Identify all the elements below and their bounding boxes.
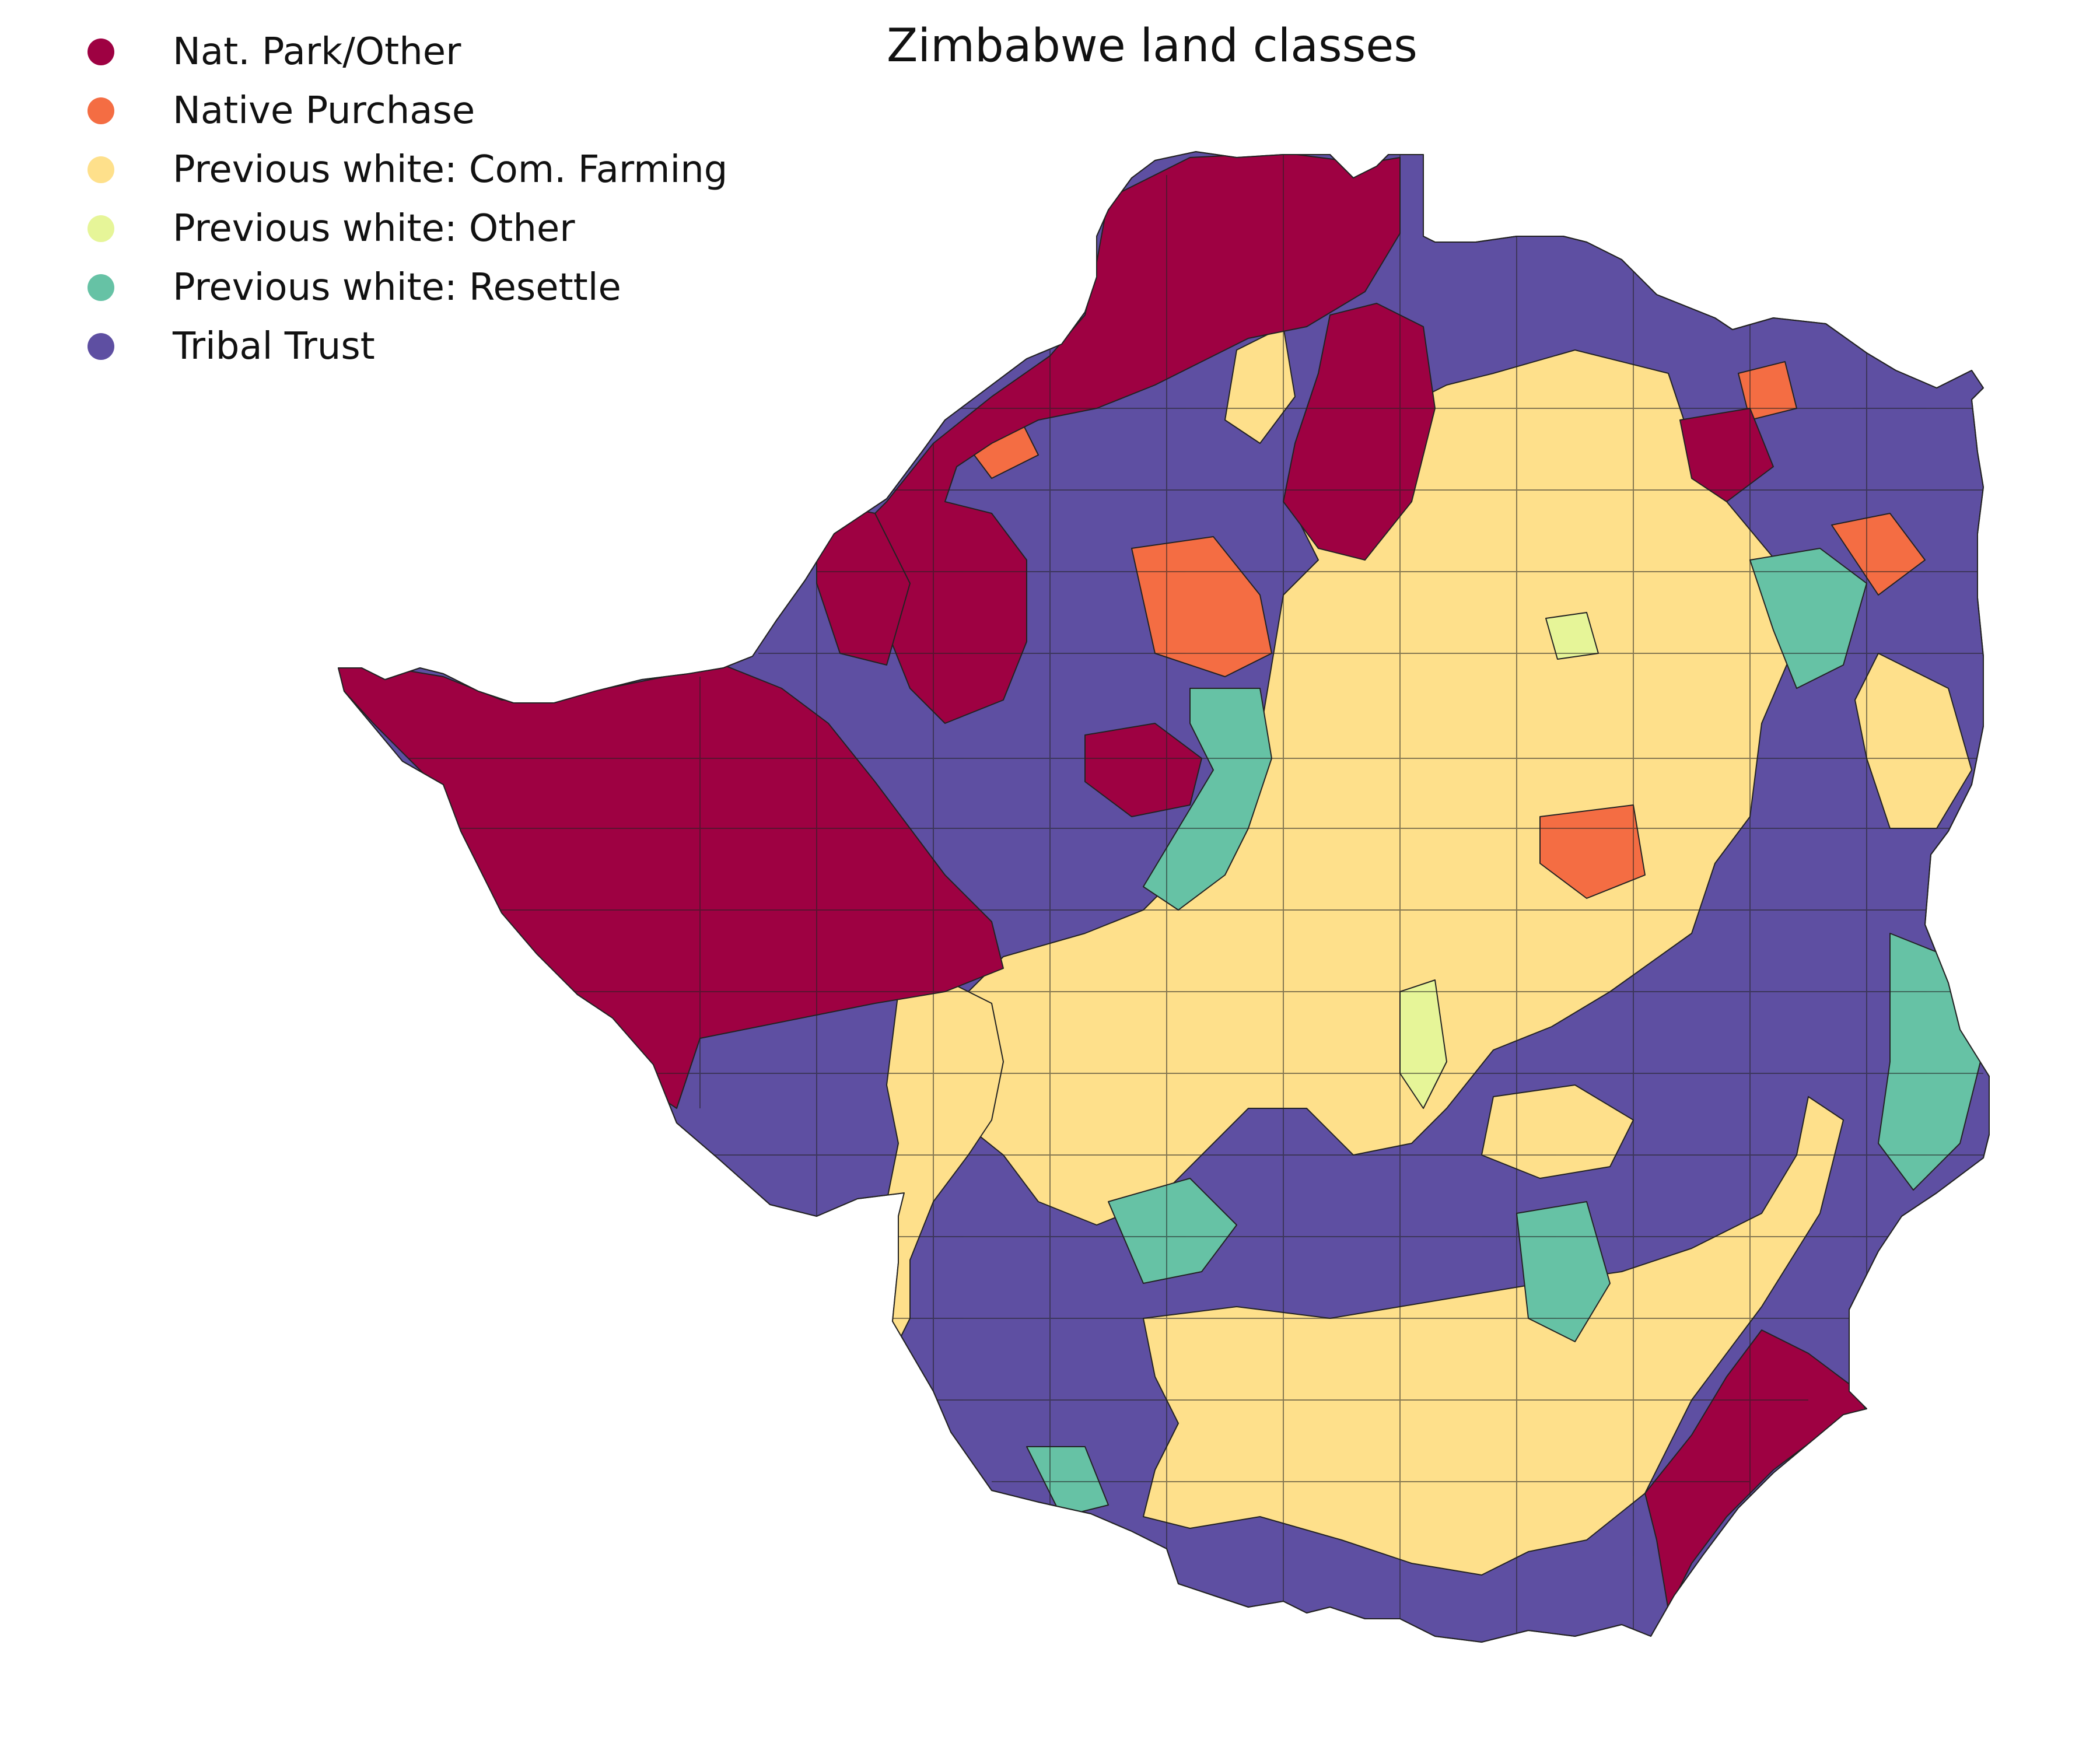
legend-label-nat-park: Nat. Park/Other xyxy=(173,30,461,74)
legend-item-native-purchase: Native Purchase xyxy=(88,81,727,140)
legend-label-native-purchase: Native Purchase xyxy=(173,89,475,132)
legend-item-pw-other: Previous white: Other xyxy=(88,199,727,258)
region-nat-park-zambezi xyxy=(1283,303,1436,561)
legend: Nat. Park/Other Native Purchase Previous… xyxy=(88,22,727,376)
region-resettle-6 xyxy=(1108,1178,1237,1284)
legend-marker-resettle xyxy=(88,274,114,301)
legend-marker-pw-other xyxy=(88,215,114,242)
district-boundaries xyxy=(408,152,1983,1642)
legend-label-pw-other: Previous white: Other xyxy=(173,206,575,250)
legend-item-tribal-trust: Tribal Trust xyxy=(88,317,727,376)
legend-marker-nat-park xyxy=(88,38,114,65)
legend-label-tribal-trust: Tribal Trust xyxy=(173,324,375,368)
legend-item-nat-park: Nat. Park/Other xyxy=(88,22,727,81)
map-title: Zimbabwe land classes xyxy=(887,20,1418,72)
legend-label-com-farming: Previous white: Com. Farming xyxy=(173,148,728,191)
legend-marker-native-purchase xyxy=(88,97,114,124)
legend-label-resettle: Previous white: Resettle xyxy=(173,265,621,309)
legend-item-resettle: Previous white: Resettle xyxy=(88,258,727,317)
legend-item-com-farming: Previous white: Com. Farming xyxy=(88,140,727,199)
region-nat-park-central xyxy=(1084,723,1202,817)
region-nat-park-north xyxy=(851,152,1401,724)
legend-marker-tribal-trust xyxy=(88,332,114,360)
legend-marker-com-farming xyxy=(88,156,114,183)
